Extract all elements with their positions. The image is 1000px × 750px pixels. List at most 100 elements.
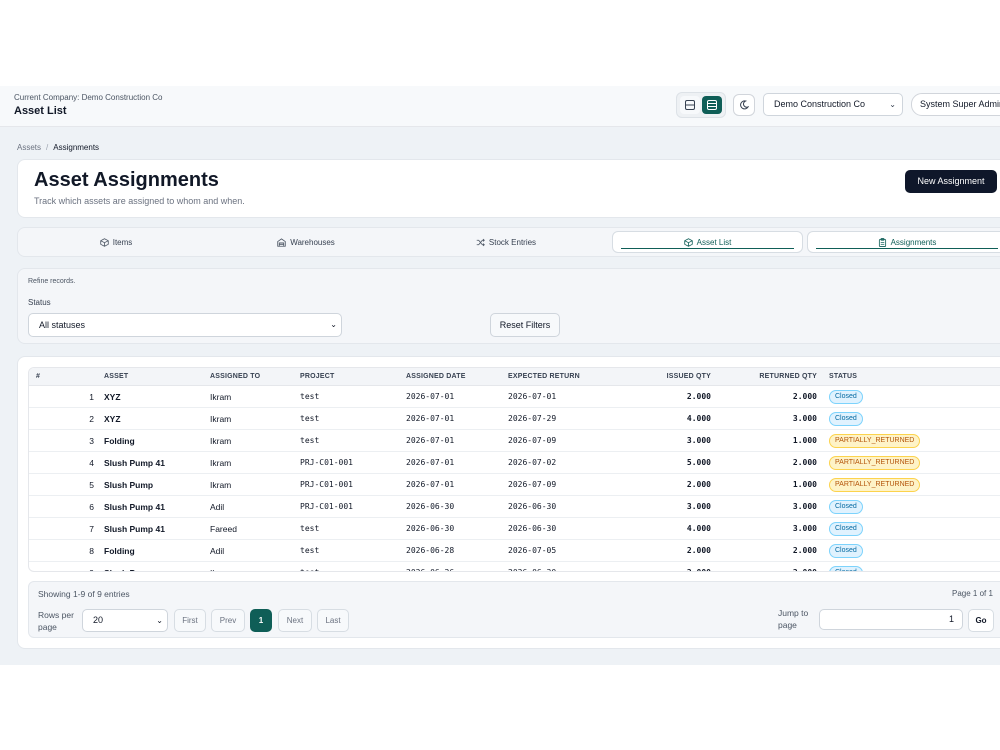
- user-menu[interactable]: System Super Admin: [911, 93, 1000, 116]
- column-header-assigned-date: ASSIGNED DATE: [406, 368, 508, 386]
- column-header-status: STATUS: [829, 368, 1000, 386]
- new-assignment-button[interactable]: New Assignment: [905, 170, 997, 193]
- returned-qty: 2.000: [723, 539, 829, 562]
- issued-qty: 3.000: [621, 429, 723, 452]
- assigned-date: 2026-07-01: [406, 385, 508, 408]
- jump-to-page-input[interactable]: 1: [819, 609, 963, 630]
- column-header-issued-qty: ISSUED QTY: [621, 368, 723, 386]
- status-cell: PARTIALLY_RETURNED: [829, 473, 1000, 496]
- chevron-down-icon: ⌄: [156, 616, 163, 625]
- company-select-value: Demo Construction Co: [774, 99, 866, 109]
- expected-return: 2026-07-05: [508, 539, 621, 562]
- assigned-date: 2026-07-01: [406, 429, 508, 452]
- go-button[interactable]: Go: [968, 609, 994, 632]
- row-number: 3: [29, 429, 104, 452]
- expected-return: 2026-06-30: [508, 517, 621, 540]
- status-badge: Closed: [829, 565, 863, 571]
- status-filter-select[interactable]: All statuses ⌄: [28, 313, 342, 337]
- status-badge: Closed: [829, 499, 863, 514]
- prev-page-button[interactable]: Prev: [211, 609, 245, 632]
- package-icon: [683, 237, 693, 247]
- status-badge: Closed: [829, 389, 863, 404]
- expected-return: 2026-07-09: [508, 429, 621, 452]
- row-number: 2: [29, 407, 104, 430]
- table-row[interactable]: 4 Slush Pump 41 Ikram PRJ-C01-001 2026-07-01…: [29, 451, 1000, 474]
- company-select[interactable]: Demo Construction Co ⌄: [763, 93, 903, 116]
- project-code: PRJ-C01-001: [300, 473, 406, 496]
- module-tabs: Items Warehouses Stock Entries Asset Lis…: [17, 227, 1000, 257]
- row-number: 4: [29, 451, 104, 474]
- tab-items[interactable]: Items: [21, 231, 211, 253]
- rows-per-page-select[interactable]: 20 ⌄: [82, 609, 168, 632]
- row-number: 6: [29, 495, 104, 518]
- table-row[interactable]: 7 Slush Pump 41 Fareed test 2026-06-30 2026-0…: [29, 517, 1000, 540]
- project-code: test: [300, 517, 406, 540]
- status-cell: Closed: [829, 407, 1000, 430]
- split-view-button[interactable]: [680, 96, 700, 114]
- table-row[interactable]: 5 Slush Pump Ikram PRJ-C01-001 2026-07-01 202…: [29, 473, 1000, 496]
- tab-stock-entries-label: Stock Entries: [488, 237, 537, 247]
- table-row[interactable]: 8 Folding Adil test 2026-06-28 2026-07-05 2.00…: [29, 539, 1000, 562]
- asset-name: Slush Pump 41: [104, 451, 210, 474]
- project-code: test: [300, 407, 406, 430]
- next-page-button[interactable]: Next: [278, 609, 312, 632]
- issued-qty: 4.000: [621, 517, 723, 540]
- status-badge: Closed: [829, 411, 863, 426]
- asset-name: Slush Pump 41: [104, 517, 210, 540]
- tab-stock-entries[interactable]: Stock Entries: [411, 231, 601, 253]
- theme-toggle-button[interactable]: [733, 94, 755, 116]
- list-view-button[interactable]: [702, 96, 722, 114]
- column-header-expected-return: EXPECTED RETURN: [508, 368, 621, 386]
- assigned-to: Adil: [210, 495, 300, 518]
- expected-return: 2026-07-01: [508, 385, 621, 408]
- tab-items-label: Items: [112, 237, 133, 247]
- assigned-date: 2026-06-30: [406, 495, 508, 518]
- table-row[interactable]: 2 XYZ Ikram test 2026-07-01 2026-07-29 4.000 3.…: [29, 407, 1000, 430]
- table-row[interactable]: 3 Folding Ikram test 2026-07-01 2026-07-09 3.0…: [29, 429, 1000, 452]
- assigned-date: 2026-06-28: [406, 539, 508, 562]
- table-header-row: # ASSET ASSIGNED TO PROJECT ASSIGNED DAT…: [29, 368, 1000, 386]
- status-cell: PARTIALLY_RETURNED: [829, 429, 1000, 452]
- tab-asset-list[interactable]: Asset List: [612, 231, 803, 253]
- returned-qty: 1.000: [723, 473, 829, 496]
- box-icon: [100, 237, 109, 247]
- first-page-button[interactable]: First: [174, 609, 206, 632]
- column-header-returned-qty: RETURNED QTY: [723, 368, 829, 386]
- page-1-button[interactable]: 1: [250, 609, 272, 632]
- status-badge: Closed: [829, 521, 863, 536]
- reset-filters-button[interactable]: Reset Filters: [490, 313, 560, 337]
- asset-name: Folding: [104, 429, 210, 452]
- asset-name: XYZ: [104, 385, 210, 408]
- status-cell: Closed: [829, 539, 1000, 562]
- row-number: 5: [29, 473, 104, 496]
- issued-qty: 4.000: [621, 407, 723, 430]
- status-cell: Closed: [829, 517, 1000, 540]
- breadcrumb-assets-link[interactable]: Assets: [17, 143, 42, 152]
- expected-return: 2026-06-30: [508, 562, 621, 571]
- rows-per-page-value: 20: [93, 615, 104, 625]
- tab-assignments[interactable]: Assignments: [807, 231, 1000, 253]
- table-row[interactable]: 1 XYZ Ikram test 2026-07-01 2026-07-01 2.000 2.…: [29, 385, 1000, 408]
- project-code: test: [300, 539, 406, 562]
- tab-asset-list-label: Asset List: [696, 237, 732, 247]
- table-row[interactable]: 9Slush PumpIkramtest2026-06-262026-06-30…: [29, 562, 1000, 572]
- rows-per-page-label: Rows per page: [38, 610, 74, 632]
- assigned-to: Ikram: [210, 407, 300, 430]
- status-badge: PARTIALLY_RETURNED: [829, 477, 921, 492]
- assigned-date: 2026-07-01: [406, 451, 508, 474]
- last-page-button[interactable]: Last: [317, 609, 349, 632]
- expected-return: 2026-07-09: [508, 473, 621, 496]
- breadcrumb: Assets / Assignments: [17, 143, 99, 152]
- row-number: 9: [29, 562, 104, 572]
- chevron-down-icon: ⌄: [330, 320, 337, 329]
- active-tab-indicator: [816, 248, 998, 249]
- current-company-label: Current Company: Demo Construction Co: [14, 93, 163, 102]
- status-filter-value: All statuses: [39, 320, 86, 330]
- tab-warehouses[interactable]: Warehouses: [211, 231, 401, 253]
- page-indicator: Page 1 of 1: [952, 589, 993, 598]
- table-row[interactable]: 6 Slush Pump 41 Adil PRJ-C01-001 2026-06-30 2…: [29, 495, 1000, 518]
- warehouse-icon: [277, 237, 286, 247]
- assigned-date: 2026-06-30: [406, 517, 508, 540]
- returned-qty: 2.000: [723, 562, 829, 571]
- breadcrumb-current: Assignments: [53, 143, 100, 152]
